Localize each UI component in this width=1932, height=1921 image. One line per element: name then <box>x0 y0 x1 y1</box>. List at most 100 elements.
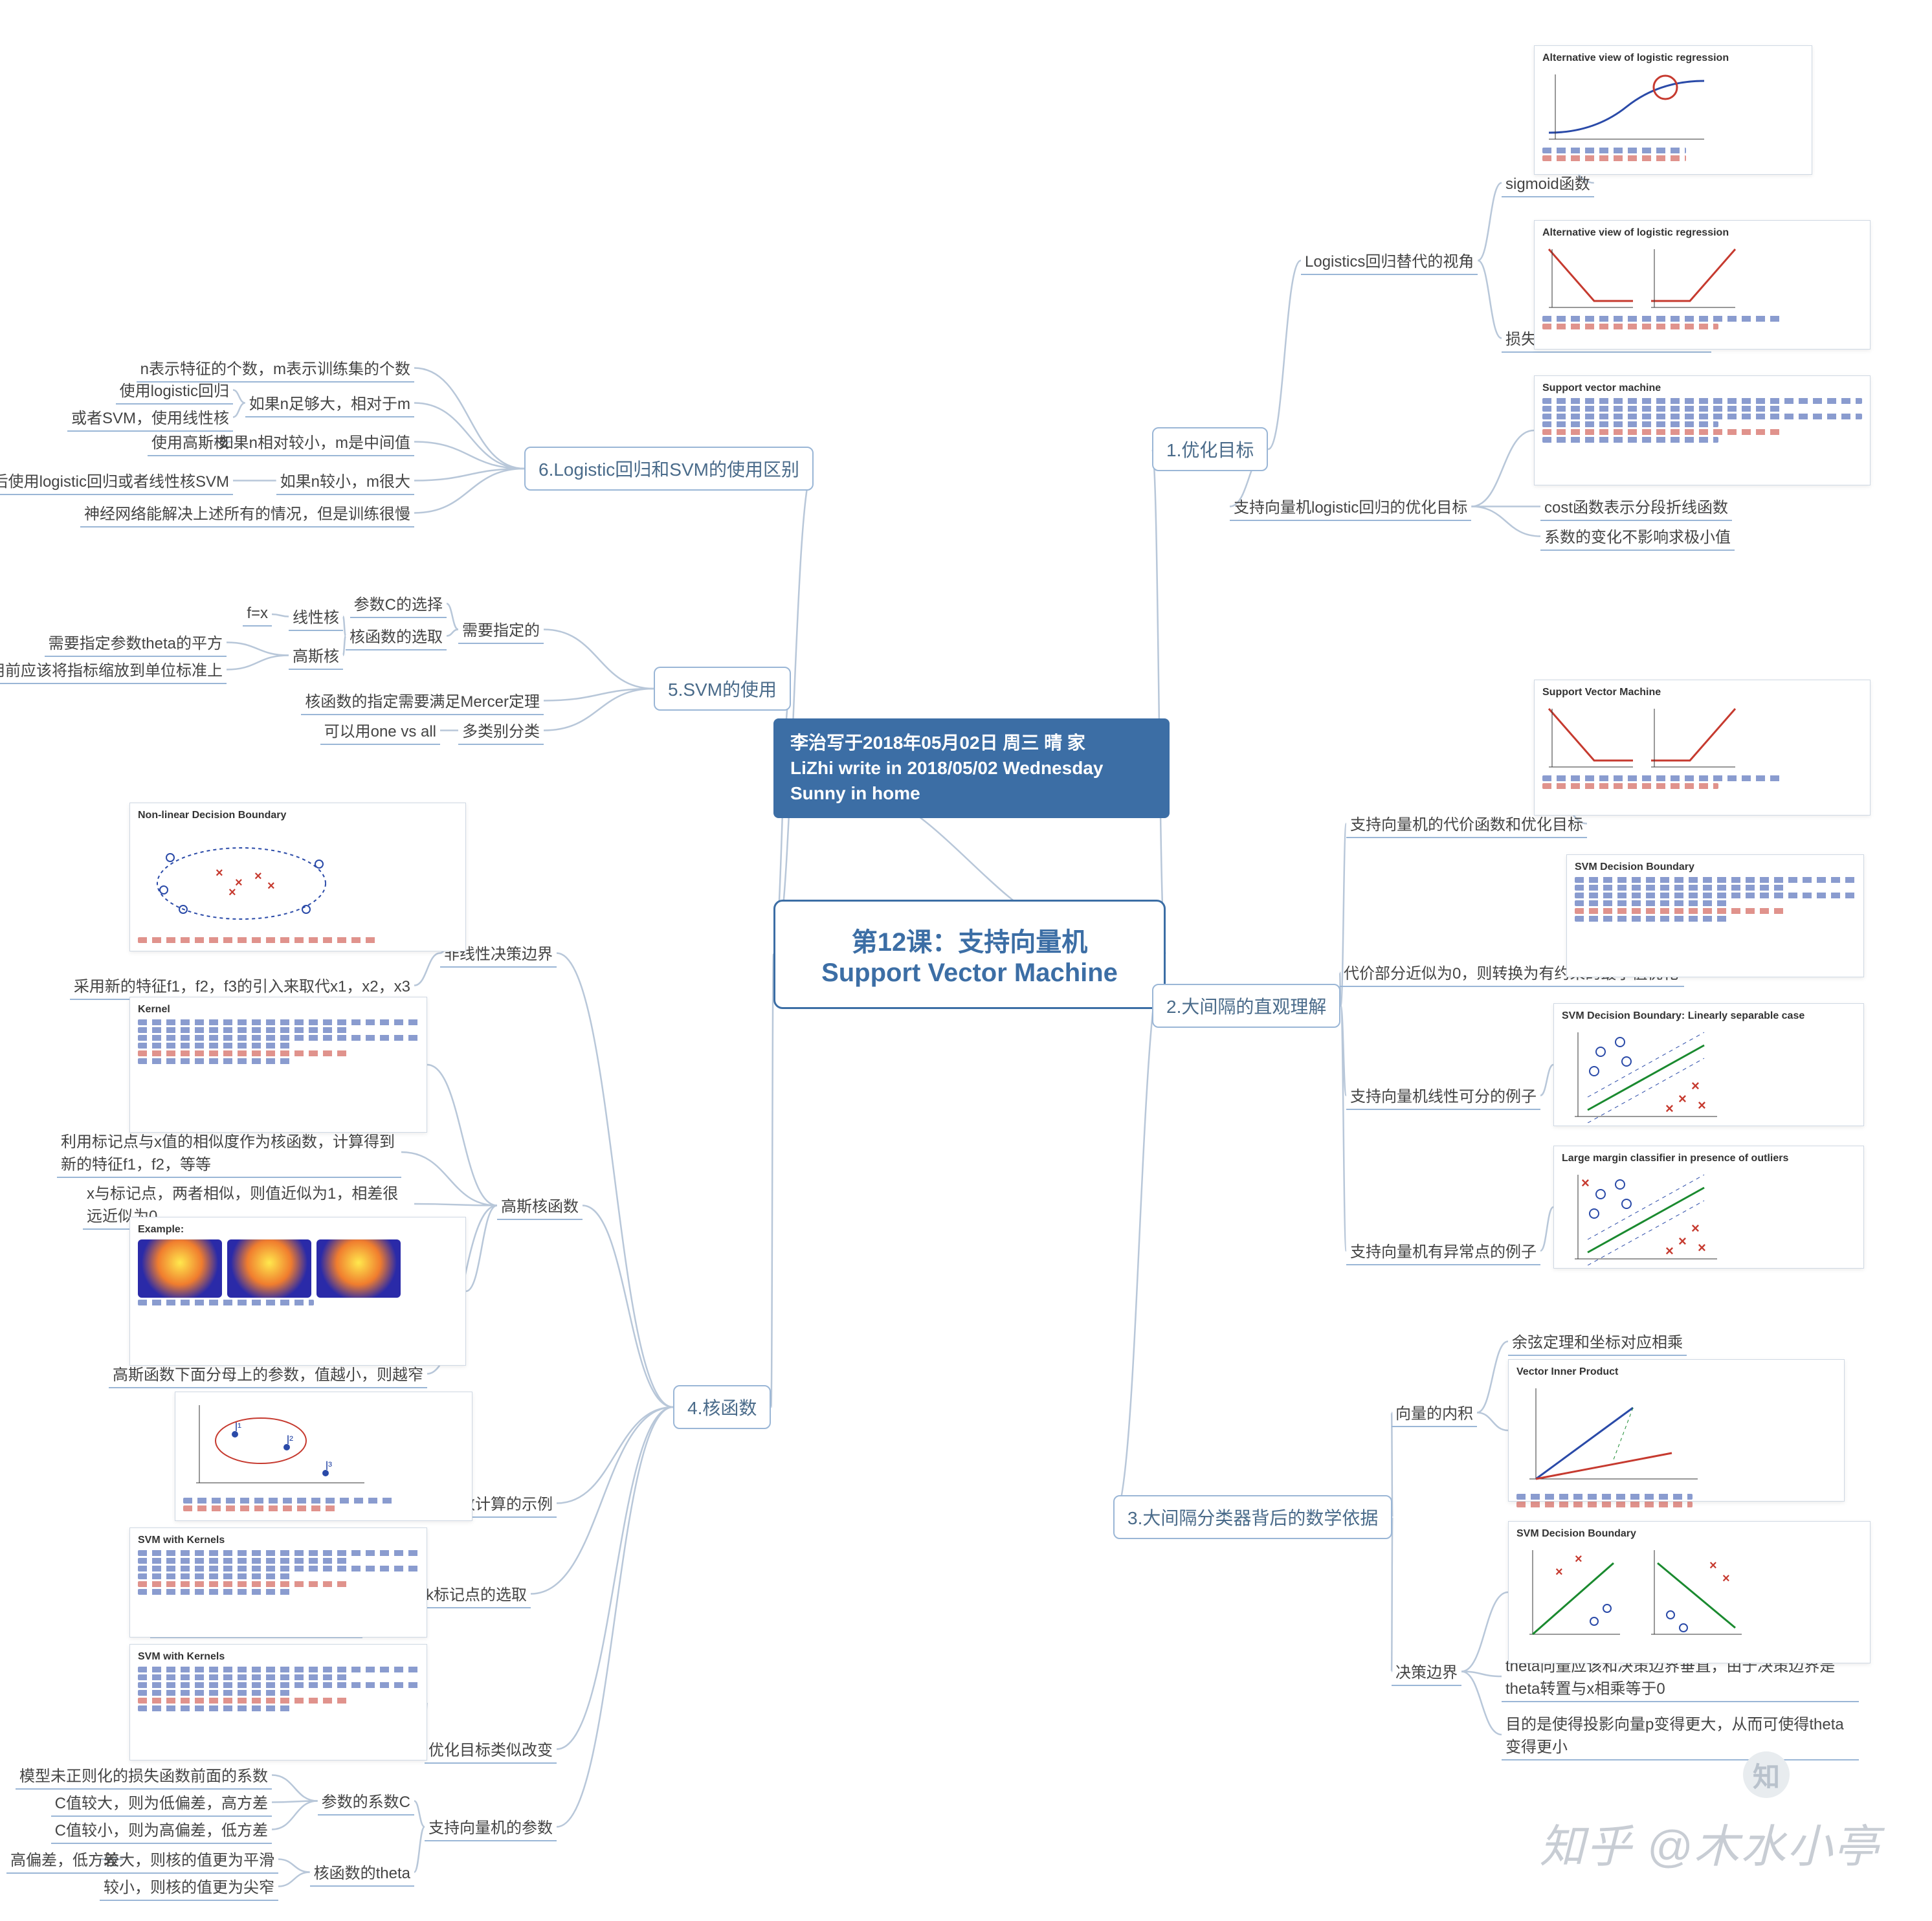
svg-text:×: × <box>1665 1100 1674 1116</box>
leaf-node[interactable]: 模型未正则化的损失函数前面的系数 <box>16 1760 272 1790</box>
thumb-title: Alternative view of logistic regression <box>1542 227 1862 239</box>
leaf-node[interactable]: cost函数表示分段折线函数 <box>1540 492 1732 521</box>
leaf-node[interactable]: 余弦定理和坐标对应相乘 <box>1508 1327 1687 1356</box>
mindmap-edge <box>227 643 289 656</box>
leaf-node[interactable]: 如果n相对较小，m是中间值 <box>214 427 414 456</box>
slide-thumbnail: Non-linear Decision Boundary ×× ×× × <box>129 803 466 951</box>
svg-text:×: × <box>1722 1571 1730 1586</box>
leaf-node[interactable]: 如果n较小，m很大 <box>276 466 414 495</box>
slide-thumbnail: SVM with Kernels <box>129 1527 427 1638</box>
leaf-node[interactable]: 利用标记点与x值的相似度作为核函数，计算得到新的特征f1，f2，等等 <box>57 1126 401 1178</box>
leaf-node[interactable]: 神经网络能解决上述所有的情况，但是训练很慢 <box>80 498 414 527</box>
slide-thumbnail: Alternative view of logistic regression <box>1534 45 1812 175</box>
leaf-node[interactable]: 高斯核函数 <box>497 1191 583 1220</box>
leaf-node[interactable]: 需要指定参数theta的平方 <box>45 628 227 657</box>
leaf-node[interactable]: 线性核 <box>289 602 343 631</box>
leaf-node[interactable]: Logistics回归替代的视角 <box>1301 246 1478 275</box>
slide-thumbnail: SVM Decision Boundary: Linearly separabl… <box>1553 1003 1864 1126</box>
svg-text:×: × <box>1678 1233 1687 1249</box>
leaf-node[interactable]: 如果n足够大，相对于m <box>245 388 414 417</box>
svg-text:×: × <box>1575 1552 1582 1566</box>
leaf-node[interactable]: 使用前应该将指标缩放到单位标准上 <box>0 655 227 684</box>
svg-text:×: × <box>1691 1220 1700 1236</box>
branch-node[interactable]: 6.Logistic回归和SVM的使用区别 <box>524 447 814 491</box>
leaf-node[interactable]: C值较大，则为低偏差，高方差 <box>51 1788 272 1817</box>
leaf-node[interactable]: 优化目标类似改变 <box>425 1735 557 1764</box>
leaf-node[interactable]: 参数C的选择 <box>350 589 447 618</box>
mindmap-edge <box>414 953 440 986</box>
thumb-title: SVM Decision Boundary <box>1575 861 1856 873</box>
branch-node[interactable]: 1.优化目标 <box>1152 427 1268 471</box>
svg-text:×: × <box>1665 1243 1674 1259</box>
mindmap-edge <box>544 630 654 689</box>
mindmap-edge <box>1152 449 1166 955</box>
mindmap-edge <box>1540 1207 1553 1251</box>
center-line1: 第12课：支持向量机 <box>801 921 1138 959</box>
branch-node[interactable]: 2.大间隔的直观理解 <box>1152 984 1340 1028</box>
leaf-node[interactable]: 向量的内积 <box>1392 1398 1477 1427</box>
mindmap-edge <box>447 630 458 636</box>
slide-thumbnail: Large margin classifier in presence of o… <box>1553 1146 1864 1269</box>
mindmap-edge <box>1268 261 1301 450</box>
svg-text:×: × <box>1581 1175 1590 1191</box>
mindmap-edge <box>233 390 245 403</box>
leaf-node[interactable]: 支持向量机线性可分的例子 <box>1346 1081 1540 1110</box>
leaf-node[interactable]: C值较小，则为高偏差，低方差 <box>51 1815 272 1844</box>
leaf-node[interactable]: 采用新的特征f1，f2，f3的引入来取代x1，x2，x3 <box>70 971 414 1000</box>
leaf-node[interactable]: 较小，则核的值更为尖窄 <box>100 1872 278 1901</box>
center-topic[interactable]: 第12课：支持向量机 Support Vector Machine <box>773 900 1166 1009</box>
mindmap-edge <box>447 604 458 630</box>
mindmap-edge <box>1461 1672 1502 1735</box>
slide-thumbnail: SVM Decision Boundary ×× ×× <box>1508 1521 1871 1663</box>
mindmap-edge <box>1477 1413 1508 1431</box>
mindmap-edge <box>1471 507 1540 537</box>
leaf-node[interactable]: 决策边界 <box>1392 1657 1461 1686</box>
leaf-node[interactable]: 使用高斯核 <box>148 427 233 456</box>
leaf-node[interactable]: 高斯核 <box>289 641 343 670</box>
leaf-node[interactable]: 支持向量机有异常点的例子 <box>1346 1236 1540 1265</box>
mindmap-edge <box>414 1827 425 1872</box>
branch-node[interactable]: 4.核函数 <box>673 1385 771 1429</box>
leaf-node[interactable]: 需要指定的 <box>458 615 544 644</box>
thumb-title: Non-linear Decision Boundary <box>138 810 458 821</box>
mindmap-edge <box>227 656 289 670</box>
leaf-node[interactable]: 使用logistic回归 <box>116 375 233 405</box>
leaf-node[interactable]: 支持向量机的参数 <box>425 1812 557 1841</box>
leaf-node[interactable]: 核函数的选取 <box>346 621 447 650</box>
mindmap-edge <box>1478 261 1502 339</box>
branch-node[interactable]: 5.SVM的使用 <box>654 667 791 711</box>
leaf-node[interactable]: 核函数的指定需要满足Mercer定理 <box>301 686 544 715</box>
leaf-node[interactable]: f=x <box>243 602 272 627</box>
svg-text:×: × <box>267 879 275 893</box>
branch-node[interactable]: 3.大间隔分类器背后的数学依据 <box>1113 1495 1392 1539</box>
mindmap-edge <box>557 1407 673 1827</box>
leaf-node[interactable]: 较大，则核的值更为平滑 <box>100 1845 278 1874</box>
leaf-node[interactable]: 可以用one vs all <box>320 716 440 745</box>
mindmap-edge <box>427 1065 497 1206</box>
svg-text:×: × <box>1555 1565 1563 1579</box>
center-line2: Support Vector Machine <box>801 959 1138 988</box>
thumb-title: SVM with Kernels <box>138 1535 419 1546</box>
mindmap-edge <box>1113 955 1166 1518</box>
leaf-node[interactable]: 核函数的theta <box>310 1858 414 1887</box>
svg-text:×: × <box>1691 1078 1700 1094</box>
watermark-text: 知乎 @木水小亭 <box>1539 1810 1880 1876</box>
slide-thumbnail: l¹ l² l³ <box>175 1392 472 1521</box>
leaf-node[interactable]: 高偏差，低方差 <box>6 1845 123 1874</box>
mindmap-edge <box>557 953 673 1408</box>
leaf-node[interactable]: 参数的系数C <box>318 1786 414 1816</box>
slide-thumbnail: Support Vector Machine <box>1534 680 1871 816</box>
slide-thumbnail: Alternative view of logistic regression <box>1534 220 1871 350</box>
leaf-node[interactable]: 多类别分类 <box>458 716 544 745</box>
leaf-node[interactable]: 系数的变化不影响求极小值 <box>1540 522 1735 551</box>
slide-thumbnail: Example: <box>129 1217 466 1366</box>
mindmap-edge <box>272 1775 318 1801</box>
leaf-node[interactable]: 目的是使得投影向量p变得更大，从而可使得theta变得更小 <box>1502 1709 1859 1760</box>
mindmap-edge <box>1478 183 1502 261</box>
mindmap-edge <box>414 403 524 469</box>
mindmap-edge <box>401 1152 497 1206</box>
mindmap-edge <box>1471 430 1534 507</box>
leaf-node[interactable]: 添加更多的特征，然后使用logistic回归或者线性核SVM <box>0 466 233 495</box>
mindmap-edge <box>1540 1065 1553 1096</box>
leaf-node[interactable]: 支持向量机logistic回归的优化目标 <box>1230 492 1471 521</box>
